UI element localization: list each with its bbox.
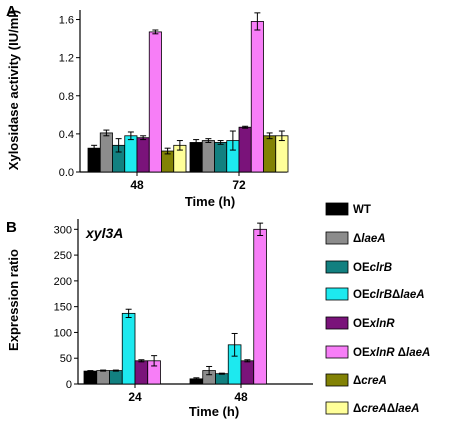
y-tick-label: 150 [54, 302, 72, 314]
y-tick-label: 0 [66, 379, 72, 391]
legend-swatch [325, 260, 349, 274]
bar [99, 132, 113, 173]
legend-swatch [325, 401, 349, 415]
legend-label: WT [353, 204, 371, 216]
bar [215, 373, 229, 385]
bar [96, 370, 110, 385]
bar [201, 140, 215, 173]
x-category-label: 48 [234, 390, 248, 404]
legend-swatch [325, 345, 349, 359]
y-tick-label: 1.6 [59, 15, 74, 27]
bar [83, 370, 98, 385]
y-tick-label: 200 [54, 276, 72, 288]
y-tick-label: 0.8 [59, 91, 74, 103]
y-tick-label: 0.0 [59, 167, 74, 179]
gene-annotation: xyl3A [85, 225, 123, 241]
y-axis-title: Expression ratio [6, 249, 21, 351]
bar [275, 135, 289, 173]
bar [124, 135, 138, 173]
panel-b-letter: B [6, 219, 17, 236]
legend-label: ΔlaeA [353, 233, 386, 245]
legend-swatch [325, 287, 349, 301]
bar [214, 142, 228, 173]
panel-a-letter: A [6, 3, 17, 20]
legend-swatch [325, 231, 349, 245]
legend-label: OExlnR ΔlaeA [353, 347, 430, 359]
y-tick-label: 250 [54, 250, 72, 262]
bar [240, 360, 255, 385]
bar [134, 360, 149, 385]
y-tick-label: 50 [60, 353, 72, 365]
bar [250, 21, 264, 173]
bar [136, 137, 150, 173]
bar [189, 142, 203, 173]
panel-a-chart: A 0.0 0.4 0.8 1.2 1.6 Xylosidase activity (IU/… [6, 3, 289, 209]
x-category-label: 72 [232, 178, 246, 192]
legend-label: OEclrB [353, 262, 392, 274]
bar [148, 31, 162, 173]
x-category-label: 48 [130, 178, 144, 192]
y-axis-title: Xylosidase activity (IU/ml) [6, 10, 21, 170]
bar [238, 126, 252, 173]
bar [253, 228, 267, 385]
x-axis-title: Time (h) [189, 404, 239, 419]
y-tick-label: 100 [54, 327, 72, 339]
bar [263, 135, 277, 173]
legend-label: OExlnR [353, 318, 395, 330]
legend-label: ΔcreA [353, 375, 387, 387]
legend-swatch [325, 202, 349, 216]
y-tick-label: 300 [54, 224, 72, 236]
bar [109, 370, 123, 385]
legend-swatch [325, 316, 349, 330]
bar [87, 147, 101, 173]
legend: WT ΔlaeA OEclrB OEclrBΔlaeA OExlnR OExlnR Δla… [325, 202, 430, 415]
y-tick-label: 1.2 [59, 53, 74, 65]
legend-label: OEclrBΔlaeA [353, 289, 425, 301]
bar [121, 312, 136, 385]
legend-swatch [325, 373, 349, 387]
x-axis-title: Time (h) [185, 194, 235, 209]
legend-label: ΔcreAΔlaeA [353, 403, 419, 415]
y-tick-label: 0.4 [59, 129, 74, 141]
x-category-label: 24 [128, 390, 142, 404]
